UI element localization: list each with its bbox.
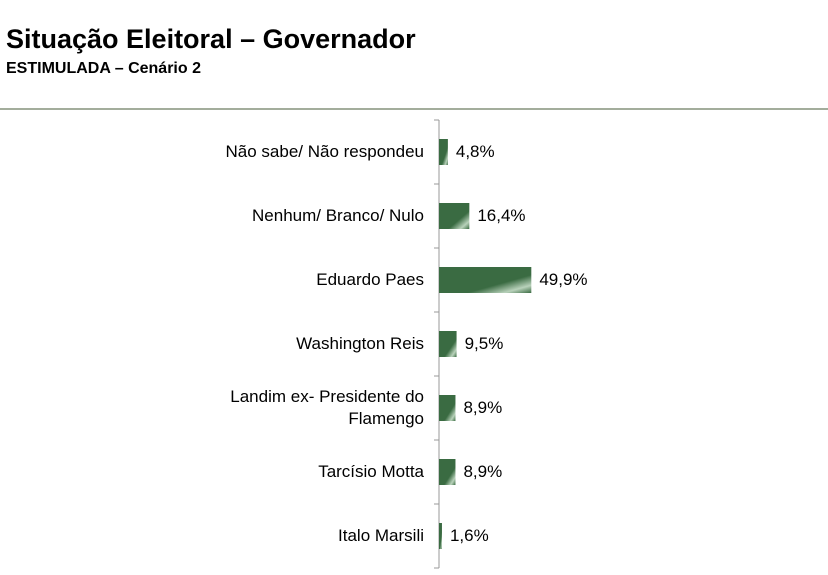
chart-subtitle: ESTIMULADA – Cenário 2 <box>6 60 201 77</box>
category-label: Nenhum/ Branco/ Nulo <box>252 206 424 225</box>
bar <box>439 139 448 165</box>
value-label: 8,9% <box>463 462 503 481</box>
value-label: 4,8% <box>455 142 495 161</box>
bar <box>439 331 457 357</box>
bar <box>439 523 442 549</box>
chart-title: Situação Eleitoral – Governador <box>6 24 416 54</box>
value-label: 1,6% <box>449 526 489 545</box>
category-label: Não sabe/ Não respondeu <box>225 142 424 161</box>
category-label: Eduardo Paes <box>316 270 424 289</box>
value-label: 16,4% <box>477 206 526 225</box>
bar <box>439 395 456 421</box>
bar <box>439 459 456 485</box>
category-label: Landim ex- Presidente do Flamengo <box>230 387 424 428</box>
category-label: Italo Marsili <box>338 526 424 545</box>
category-label: Washington Reis <box>296 334 424 353</box>
value-label: 8,9% <box>463 398 503 417</box>
value-label: 9,5% <box>464 334 504 353</box>
header-rule <box>0 108 828 110</box>
bar <box>439 267 532 293</box>
bar <box>439 203 470 229</box>
value-label: 49,9% <box>539 270 588 289</box>
category-label: Tarcísio Motta <box>318 462 424 481</box>
